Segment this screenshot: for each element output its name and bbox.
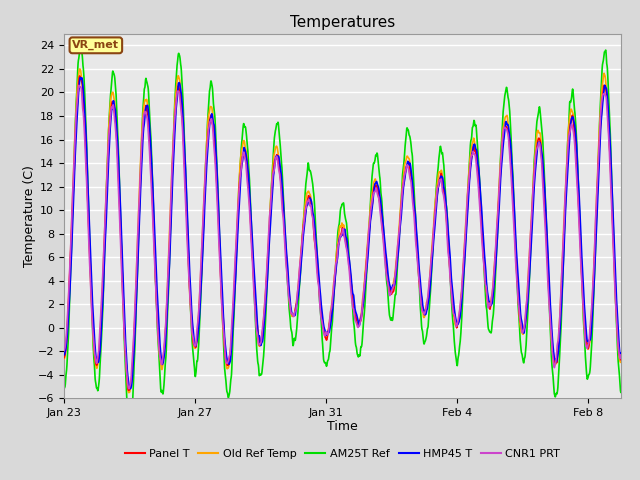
Text: VR_met: VR_met bbox=[72, 40, 119, 50]
Old Ref Temp bbox=[617, 360, 625, 365]
AM25T Ref bbox=[321, 359, 328, 365]
X-axis label: Time: Time bbox=[327, 420, 358, 432]
AM25T Ref bbox=[506, 114, 514, 120]
Panel T bbox=[163, 297, 171, 303]
AM25T Ref bbox=[163, 317, 171, 323]
HMP45 T bbox=[321, 325, 328, 331]
Old Ref Temp bbox=[154, 319, 161, 324]
Line: CNR1 PRT: CNR1 PRT bbox=[64, 85, 621, 389]
CNR1 PRT bbox=[60, 348, 68, 353]
Panel T bbox=[154, 314, 161, 320]
AM25T Ref bbox=[376, 173, 383, 179]
AM25T Ref bbox=[617, 389, 625, 395]
AM25T Ref bbox=[77, 43, 84, 49]
HMP45 T bbox=[163, 307, 171, 313]
Old Ref Temp bbox=[163, 290, 171, 296]
Panel T bbox=[506, 149, 514, 155]
Panel T bbox=[617, 357, 625, 362]
Line: Old Ref Temp: Old Ref Temp bbox=[64, 69, 621, 393]
Old Ref Temp bbox=[376, 194, 383, 200]
Y-axis label: Temperature (C): Temperature (C) bbox=[24, 165, 36, 267]
Old Ref Temp bbox=[125, 390, 132, 396]
Panel T bbox=[125, 387, 132, 393]
Title: Temperatures: Temperatures bbox=[290, 15, 395, 30]
HMP45 T bbox=[351, 306, 359, 312]
Legend: Panel T, Old Ref Temp, AM25T Ref, HMP45 T, CNR1 PRT: Panel T, Old Ref Temp, AM25T Ref, HMP45 … bbox=[120, 444, 564, 463]
Old Ref Temp bbox=[321, 330, 328, 336]
AM25T Ref bbox=[125, 421, 133, 427]
CNR1 PRT bbox=[321, 332, 328, 337]
HMP45 T bbox=[127, 386, 134, 392]
CNR1 PRT bbox=[154, 321, 161, 326]
Panel T bbox=[60, 355, 68, 360]
HMP45 T bbox=[60, 352, 68, 358]
Line: Panel T: Panel T bbox=[64, 76, 621, 390]
HMP45 T bbox=[76, 75, 84, 81]
Old Ref Temp bbox=[506, 145, 514, 151]
AM25T Ref bbox=[154, 325, 161, 331]
CNR1 PRT bbox=[506, 157, 514, 163]
CNR1 PRT bbox=[617, 352, 625, 358]
Line: HMP45 T: HMP45 T bbox=[64, 78, 621, 389]
CNR1 PRT bbox=[76, 83, 83, 88]
AM25T Ref bbox=[60, 386, 68, 392]
Panel T bbox=[321, 329, 328, 335]
CNR1 PRT bbox=[351, 317, 359, 323]
CNR1 PRT bbox=[163, 288, 171, 294]
Panel T bbox=[76, 73, 84, 79]
CNR1 PRT bbox=[125, 386, 132, 392]
CNR1 PRT bbox=[376, 204, 383, 210]
HMP45 T bbox=[154, 293, 161, 299]
AM25T Ref bbox=[351, 336, 359, 341]
Line: AM25T Ref: AM25T Ref bbox=[64, 46, 621, 424]
Old Ref Temp bbox=[60, 356, 68, 361]
Panel T bbox=[376, 199, 383, 204]
HMP45 T bbox=[376, 192, 383, 198]
HMP45 T bbox=[506, 136, 514, 142]
HMP45 T bbox=[617, 351, 625, 357]
Old Ref Temp bbox=[76, 66, 84, 72]
Panel T bbox=[351, 312, 359, 318]
Old Ref Temp bbox=[351, 312, 359, 318]
